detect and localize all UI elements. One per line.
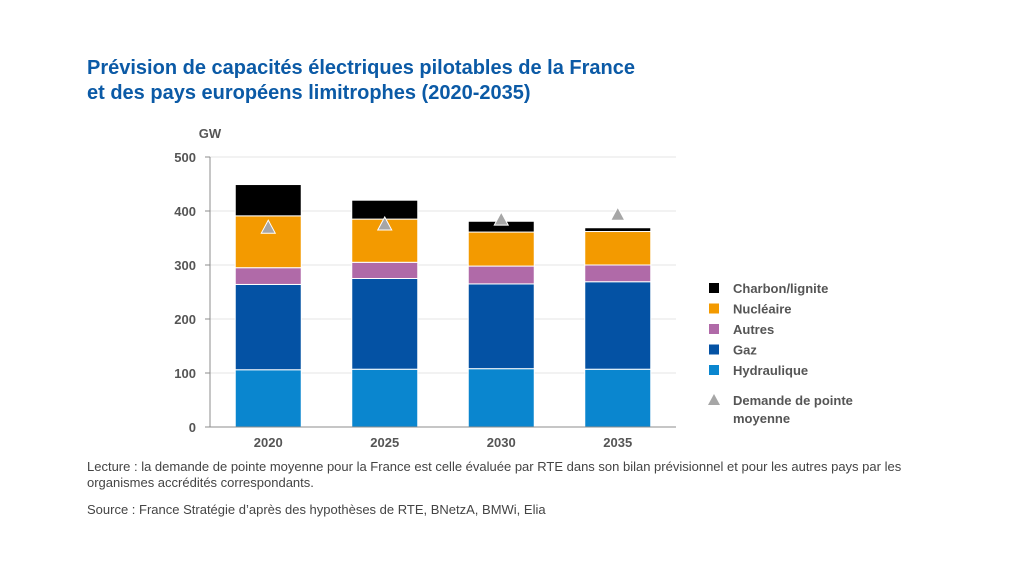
bars (234, 184, 652, 428)
legend-swatch-peak-demand (708, 394, 720, 405)
legend: Charbon/lignite Nucléaire Autres Gaz Hydraul… (708, 281, 853, 426)
bar-2035-autres (584, 264, 652, 283)
legend-label-autres: Autres (733, 322, 774, 337)
bar-2020-hydraulique (234, 369, 302, 428)
peak-demand-marker-2020 (260, 219, 277, 234)
bar-2030-gaz (467, 283, 535, 370)
source-note: Source : France Stratégie d’après des hy… (87, 502, 546, 517)
bar-2030-autres (467, 265, 535, 285)
chart-title-line-2: et des pays européens limitrophes (2020-… (87, 82, 531, 104)
legend-swatch-hydraulique (709, 365, 719, 375)
axes: GW 0 100 200 300 400 500 2020 2025 2030 2035 (174, 126, 676, 450)
bar-2020-autres (234, 267, 302, 285)
legend-swatch-charbon-lignite (709, 283, 719, 293)
bar-2030-hydraulique (467, 368, 535, 428)
y-axis-unit-label: GW (199, 126, 222, 141)
bar-2025-autres (351, 261, 419, 279)
bar-2025-gaz (351, 278, 419, 370)
legend-label-peak-demand: Demande de pointe moyenne (733, 393, 853, 426)
legend-label-gaz: Gaz (733, 343, 757, 358)
y-tick-label-0: 0 (189, 420, 196, 435)
bar-2020-gaz (234, 283, 302, 371)
legend-swatch-autres (709, 324, 719, 334)
x-tick-label-2030: 2030 (487, 435, 516, 450)
bar-2035-charbon-lignite (584, 227, 652, 233)
bar-2025-hydraulique (351, 368, 419, 428)
x-tick-label-2035: 2035 (603, 435, 632, 450)
chart-title: Prévision de capacités électriques pilot… (87, 56, 635, 106)
y-tick-label-300: 300 (174, 258, 196, 273)
peak-demand-marker-2030 (493, 211, 510, 226)
legend-label-charbon-lignite: Charbon/lignite (733, 281, 828, 296)
x-tick-label-2020: 2020 (254, 435, 283, 450)
legend-label-hydraulique: Hydraulique (733, 363, 808, 378)
legend-swatch-gaz (709, 344, 719, 355)
legend-label-nucleaire: Nucléaire (733, 302, 792, 317)
peak-demand-marker-2025 (376, 215, 393, 231)
bar-2035-nucleaire (584, 231, 652, 266)
bar-2030-nucleaire (467, 231, 535, 267)
bar-2035-gaz (584, 281, 652, 370)
bar-2020-charbon-lignite (234, 184, 302, 217)
y-tick-label-400: 400 (174, 204, 196, 219)
chart-title-line-1: Prévision de capacités électriques pilot… (87, 57, 636, 79)
bar-2035-hydraulique (584, 368, 652, 428)
y-tick-label-500: 500 (174, 150, 196, 165)
stacked-bar-chart: GW 0 100 200 300 400 500 2020 2025 2030 2035 Charb… (174, 126, 853, 450)
lecture-note: Lecture : la demande de pointe moyenne p… (87, 459, 902, 490)
peak-demand-marker-2035 (609, 206, 626, 221)
legend-swatch-nucleaire (709, 303, 719, 314)
y-tick-label-200: 200 (174, 312, 196, 327)
y-tick-label-100: 100 (174, 366, 196, 381)
x-tick-label-2025: 2025 (370, 435, 399, 450)
peak-demand-markers (260, 206, 626, 234)
